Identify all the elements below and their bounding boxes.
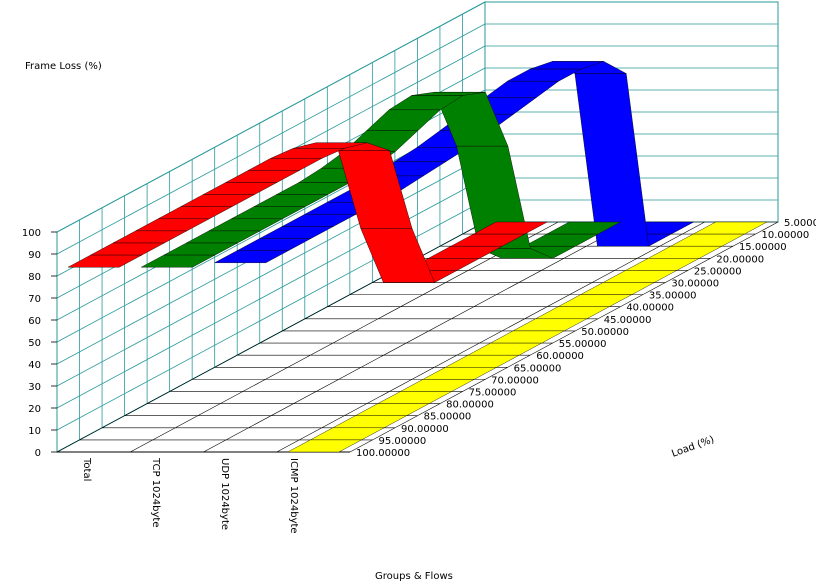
load-tick-label: 10.00000: [761, 230, 809, 241]
ribbon-segment-udp-1024byte: [236, 238, 311, 251]
ribbon-segment-tcp-1024byte: [231, 206, 306, 220]
ribbon-segment-icmp-1024byte: [377, 391, 452, 404]
floor-depth-line: [203, 221, 632, 453]
load-tick-label: 95.00000: [379, 436, 427, 447]
ribbon-segment-total: [158, 206, 232, 220]
ribbon-segment-tcp-1024byte: [141, 254, 216, 268]
ribbon-segment-icmp-1024byte: [558, 294, 632, 307]
ribbon-segment-udp-1024byte: [484, 80, 560, 98]
load-tick-label: 20.00000: [716, 254, 764, 265]
ribbon-segment-total: [112, 230, 187, 244]
category-label: ICMP 1024byte: [288, 458, 299, 534]
left-wall-gridline: [56, 1, 486, 233]
ribbon-segment-total: [270, 148, 345, 159]
ribbon-segment-icmp-1024byte: [512, 318, 587, 332]
load-tick-label: 35.00000: [649, 291, 697, 302]
load-tick-label: 80.00000: [446, 400, 494, 411]
ribbon-segment-total: [360, 228, 435, 283]
ribbon-segment-udp-1024byte: [574, 73, 649, 247]
ribbon-segment-total: [90, 242, 165, 256]
z-axis-title: Load (%): [670, 434, 716, 460]
ribbon-segment-tcp-1024byte: [524, 233, 599, 247]
ribbon-segment-icmp-1024byte: [670, 233, 745, 247]
category-label: UDP 1024byte: [219, 458, 230, 530]
ribbon-segment-total: [428, 245, 503, 259]
ribbon-segment-udp-1024byte: [282, 214, 356, 227]
load-tick-label: 70.00000: [491, 375, 539, 386]
ribbon-segment-icmp-1024byte: [693, 221, 768, 235]
ribbon-segment-icmp-1024byte: [467, 342, 542, 356]
floor-depth-line: [349, 221, 779, 453]
ribbon-segment-tcp-1024byte: [276, 182, 351, 195]
left-wall-gridline: [56, 177, 486, 409]
x-axis-title: Groups & Flows: [375, 571, 453, 582]
category-label: TCP 1024byte: [150, 457, 161, 528]
chart-ribbons: [67, 61, 768, 453]
ribbon-segment-icmp-1024byte: [603, 270, 677, 283]
load-tick-label: 85.00000: [424, 412, 472, 423]
y-tick-label: 70: [28, 294, 41, 305]
y-tick-label: 100: [22, 228, 41, 239]
load-tick-label: 5.00000: [784, 218, 816, 229]
ribbon-segment-udp-1024byte: [507, 68, 582, 82]
y-tick-label: 30: [28, 382, 41, 393]
y-tick-label: 50: [28, 338, 41, 349]
ribbon-segment-tcp-1024byte: [365, 109, 441, 131]
ribbon-segment-icmp-1024byte: [445, 355, 520, 368]
ribbon-segment-icmp-1024byte: [648, 245, 723, 259]
y-axis-title: Frame Loss (%): [25, 61, 102, 72]
ribbon-segment-icmp-1024byte: [490, 330, 565, 344]
ribbon-segment-tcp-1024byte: [208, 218, 283, 232]
load-tick-label: 60.00000: [536, 351, 584, 362]
left-wall-gridline: [56, 23, 486, 255]
floor-depth-line: [276, 221, 705, 453]
ribbon-segment-total: [225, 170, 300, 183]
ribbon-segment-udp-1024byte: [259, 226, 334, 239]
ribbon-segment-icmp-1024byte: [400, 379, 475, 392]
load-tick-label: 100.00000: [356, 448, 410, 459]
ribbon-segment-udp-1024byte: [214, 250, 289, 263]
ribbon-segment-icmp-1024byte: [310, 427, 385, 441]
ribbon-segment-icmp-1024byte: [287, 439, 362, 453]
load-tick-label: 65.00000: [514, 363, 562, 374]
category-label: Total: [81, 457, 92, 481]
load-tick-label: 25.00000: [694, 266, 742, 277]
ribbon-segment-icmp-1024byte: [332, 415, 407, 428]
load-tick-label: 55.00000: [559, 339, 607, 350]
ribbon-segment-total: [135, 218, 210, 232]
ribbon-segment-tcp-1024byte: [163, 242, 238, 256]
y-tick-label: 90: [28, 250, 41, 261]
load-tick-label: 45.00000: [604, 315, 652, 326]
ribbon-segment-total: [248, 158, 323, 171]
load-tick-label: 75.00000: [469, 387, 517, 398]
ribbon-segment-total: [67, 254, 142, 268]
ribbon-segment-icmp-1024byte: [422, 367, 497, 380]
load-tick-label: 50.00000: [581, 327, 629, 338]
y-tick-label: 0: [35, 448, 41, 459]
y-tick-label: 10: [28, 426, 41, 437]
ribbon-segment-tcp-1024byte: [186, 230, 261, 244]
ribbon-segment-icmp-1024byte: [580, 282, 655, 295]
ribbon-segment-tcp-1024byte: [253, 194, 328, 207]
load-tick-label: 30.00000: [671, 279, 719, 290]
ribbon-segment-total: [180, 194, 255, 207]
left-wall-gridline: [56, 155, 486, 387]
load-tick-label: 90.00000: [401, 424, 449, 435]
ribbon-segment-icmp-1024byte: [535, 306, 610, 319]
ribbon-segment-icmp-1024byte: [625, 258, 700, 271]
floor-depth-line: [130, 221, 559, 453]
chart-labels: 0 10 20 30 40 50 60 70 80 90 100 Total TCP 1024byte U…: [22, 218, 816, 534]
ribbon-segment-icmp-1024byte: [355, 403, 430, 416]
y-tick-label: 80: [28, 272, 41, 283]
y-tick-label: 40: [28, 360, 41, 371]
y-tick-label: 60: [28, 316, 41, 327]
y-tick-label: 20: [28, 404, 41, 415]
ribbon-segment-total: [203, 182, 277, 195]
load-tick-label: 40.00000: [626, 303, 674, 314]
load-tick-label: 15.00000: [739, 242, 787, 253]
